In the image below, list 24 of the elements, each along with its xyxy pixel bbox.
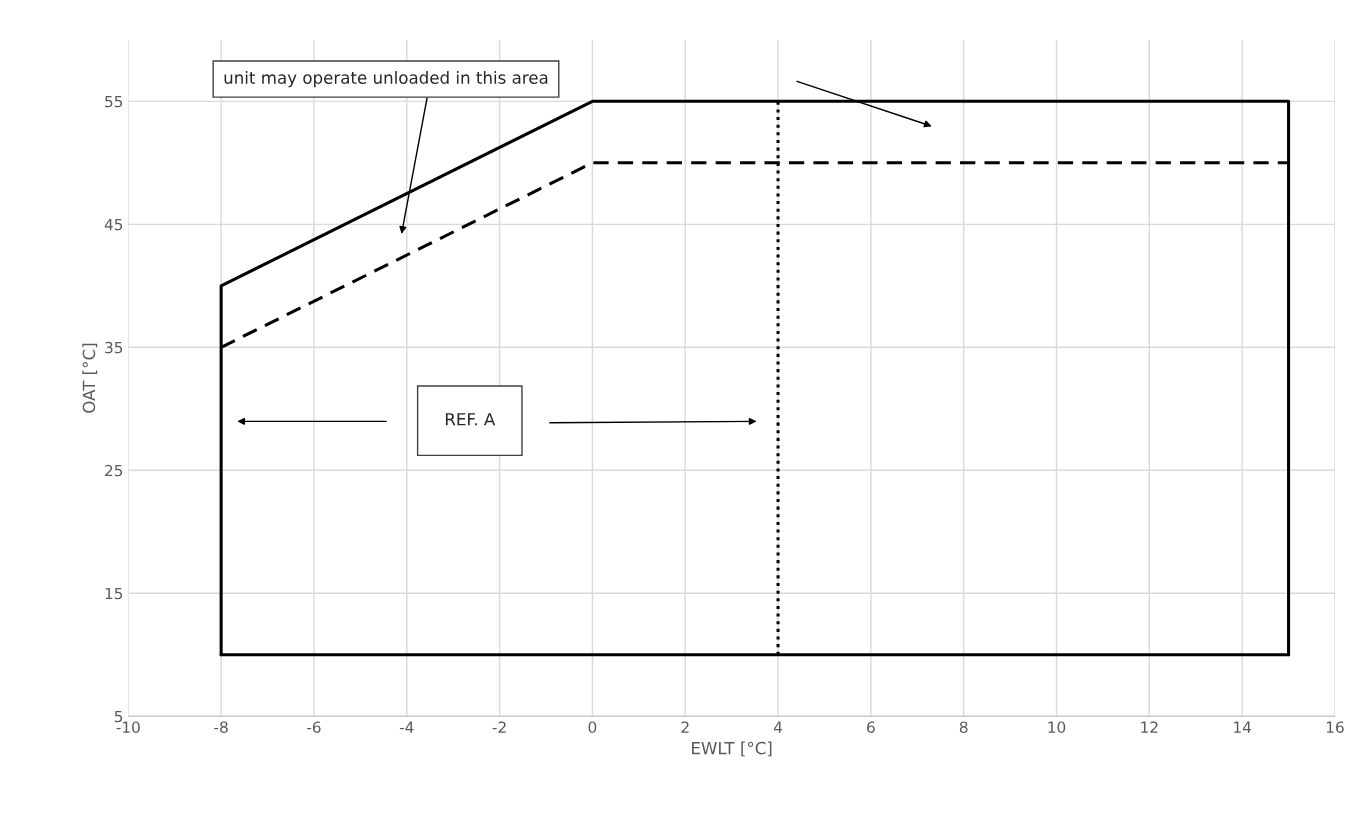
x-tick-label: -4 bbox=[399, 721, 414, 733]
x-axis-title: EWLT [°C] bbox=[692, 741, 772, 757]
x-tick-label: 10 bbox=[1048, 721, 1066, 733]
x-tick-label: 6 bbox=[867, 721, 875, 733]
x-tick-label: 8 bbox=[959, 721, 968, 733]
y-tick-label: 35 bbox=[105, 341, 123, 354]
x-tick-label: -8 bbox=[214, 721, 228, 733]
y-tick-label: 15 bbox=[105, 587, 123, 600]
x-tick-label: 0 bbox=[588, 721, 597, 733]
x-tick-label: 12 bbox=[1141, 721, 1158, 733]
x-tick-label: -6 bbox=[307, 721, 321, 733]
y-axis-title: OAT [°C] bbox=[82, 343, 98, 413]
annotation: REF. A bbox=[445, 413, 496, 426]
x-tick-label: 4 bbox=[773, 721, 783, 733]
y-tick-label: 45 bbox=[104, 218, 123, 231]
x-tick-label: 14 bbox=[1234, 721, 1252, 733]
x-tick-label: -10 bbox=[116, 721, 140, 733]
x-tick-label: 16 bbox=[1326, 721, 1344, 733]
x-tick-label: 2 bbox=[681, 721, 689, 733]
y-tick-label: 25 bbox=[105, 464, 123, 477]
x-tick-label: -2 bbox=[492, 721, 506, 733]
annotation: unit may operate unloaded in this area bbox=[224, 71, 548, 88]
y-tick-label: 55 bbox=[105, 96, 123, 108]
y-tick-label: 5 bbox=[114, 710, 123, 723]
